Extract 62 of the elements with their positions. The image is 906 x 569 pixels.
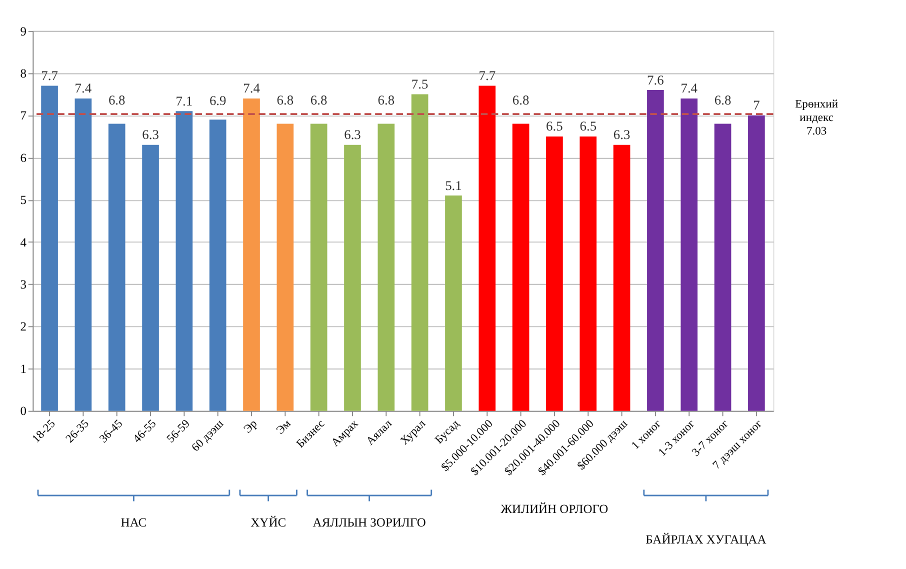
data-label: 7 bbox=[753, 98, 760, 113]
bar bbox=[748, 115, 765, 411]
data-label: 5.1 bbox=[445, 178, 462, 193]
data-label: 7.7 bbox=[478, 68, 496, 84]
y-tick-label: 1 bbox=[20, 362, 26, 376]
text: БАЙРЛАХ ХУГАЦАА bbox=[646, 532, 766, 547]
data-label: 6.8 bbox=[108, 92, 126, 108]
bar bbox=[680, 98, 698, 411]
y-tick-label: 3 bbox=[20, 278, 26, 292]
bar bbox=[647, 90, 664, 411]
data-label: 7.1 bbox=[176, 93, 193, 108]
bar bbox=[108, 124, 126, 411]
y-tick-label: 4 bbox=[20, 235, 28, 250]
y-tick-label: 5 bbox=[20, 193, 26, 208]
y-tick-label: 9 bbox=[20, 24, 26, 38]
data-label: 6.5 bbox=[546, 118, 564, 134]
bar bbox=[378, 124, 395, 411]
text: ЖИЛИЙН ОРЛОГО bbox=[500, 502, 608, 516]
data-label: 7.5 bbox=[411, 76, 428, 92]
data-label: 6.3 bbox=[613, 127, 630, 142]
data-label: 7.4 bbox=[74, 80, 92, 96]
bar bbox=[613, 144, 630, 411]
y-tick-label: 8 bbox=[20, 66, 26, 80]
bar bbox=[176, 111, 193, 411]
bar bbox=[344, 144, 361, 411]
data-label: 7.7 bbox=[41, 68, 58, 84]
data-label: 6.3 bbox=[344, 127, 362, 142]
y-tick-label: 0 bbox=[20, 404, 26, 418]
y-tick-label: 6 bbox=[20, 150, 26, 165]
text: НАС bbox=[120, 515, 147, 530]
bar bbox=[512, 124, 530, 411]
data-label: 7.6 bbox=[647, 72, 664, 88]
data-label: 6.8 bbox=[276, 92, 294, 108]
y-tick-label: 7 bbox=[20, 108, 26, 123]
bar bbox=[310, 124, 328, 411]
ref-line-label: Ерөнхий индекс 7.03 bbox=[795, 98, 838, 138]
y-tick-label: 2 bbox=[20, 320, 26, 334]
bar bbox=[445, 196, 462, 411]
data-label: 6.8 bbox=[714, 92, 732, 108]
bar bbox=[142, 144, 159, 411]
x-tick-label: Эр bbox=[242, 418, 260, 436]
data-label: 6.8 bbox=[310, 92, 328, 108]
data-label: 7.4 bbox=[680, 80, 698, 96]
data-label: 7.4 bbox=[243, 80, 260, 96]
text: ХҮЙС bbox=[250, 515, 286, 530]
bar bbox=[74, 98, 92, 411]
data-label: 6.8 bbox=[512, 92, 530, 108]
bar bbox=[209, 120, 226, 411]
bar bbox=[714, 124, 732, 411]
bar bbox=[276, 124, 294, 411]
data-label: 6.5 bbox=[580, 118, 597, 134]
data-label: 6.3 bbox=[142, 127, 160, 142]
bar bbox=[478, 86, 496, 411]
x-tick-label: Эм bbox=[274, 417, 294, 437]
bar bbox=[243, 98, 260, 411]
bar bbox=[41, 86, 58, 411]
bar bbox=[411, 94, 428, 411]
data-label: 6.8 bbox=[378, 92, 395, 108]
data-label: 6.9 bbox=[209, 93, 227, 108]
bar bbox=[580, 136, 597, 411]
bar bbox=[546, 136, 563, 411]
text: АЯЛЛЫН ЗОРИЛГО bbox=[312, 515, 426, 530]
